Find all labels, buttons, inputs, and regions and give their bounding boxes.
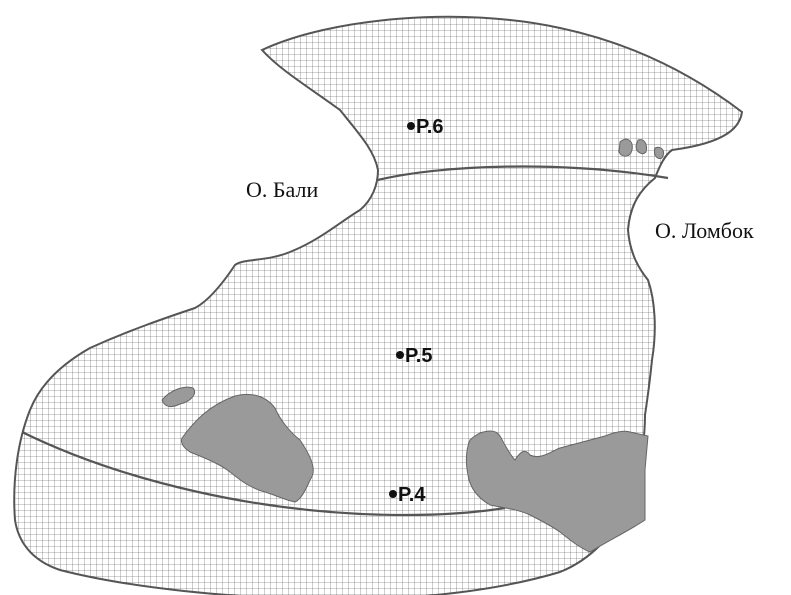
label-lombok: О. Ломбок xyxy=(655,218,754,243)
land-lombok-south xyxy=(465,430,649,553)
islet-west xyxy=(161,386,195,408)
point-marker xyxy=(407,122,415,130)
island-nusa-penida xyxy=(181,393,314,503)
point-p4: P.4 xyxy=(389,484,426,506)
domain-boundary xyxy=(13,15,744,595)
point-marker xyxy=(389,490,397,498)
point-p6: P.6 xyxy=(407,116,443,138)
point-label: P.5 xyxy=(405,345,432,367)
point-label: P.4 xyxy=(398,484,426,506)
northern-boundary-line xyxy=(377,165,669,182)
point-p5: P.5 xyxy=(396,345,432,367)
point-marker xyxy=(396,351,404,359)
point-label: P.6 xyxy=(416,116,443,138)
islets-near-lombok xyxy=(618,138,665,159)
southern-boundary-line xyxy=(21,431,506,517)
label-bali: О. Бали xyxy=(246,177,318,202)
